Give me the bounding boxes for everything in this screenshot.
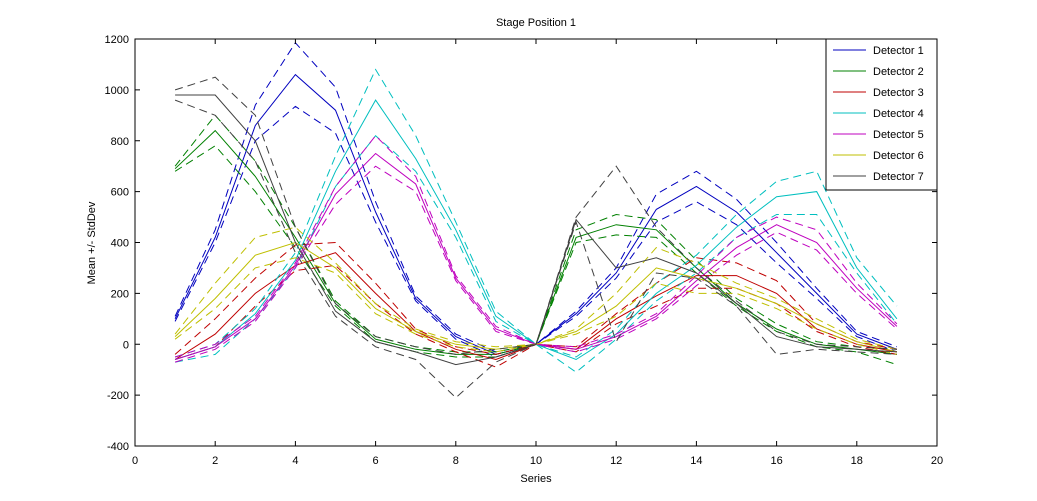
x-tick-label: 20 [931, 455, 943, 467]
legend-label: Detector 7 [873, 171, 924, 183]
x-tick-label: 16 [770, 455, 782, 467]
legend-box [825, 38, 938, 191]
legend-label: Detector 1 [873, 45, 924, 57]
detector-5-upper-line [174, 134, 898, 358]
legend-label: Detector 4 [873, 108, 924, 120]
legend: Detector 1 Detector 2 Detector 3 Detector 4… [825, 38, 938, 191]
detector-6-mean-line [174, 241, 898, 353]
y-tick-label: 400 [111, 238, 129, 250]
x-tick-label: 8 [453, 455, 459, 467]
y-tick-label: 600 [111, 187, 129, 199]
y-axis-label: Mean +/- StdDev [86, 201, 98, 284]
legend-label: Detector 5 [873, 129, 924, 141]
x-axis-label: Series [520, 473, 552, 485]
detector-3-upper-line [174, 241, 897, 355]
chart-title: Stage Position 1 [496, 17, 576, 29]
x-tick-label: 14 [690, 455, 702, 467]
detector-2-upper-line [174, 114, 897, 353]
y-axis: -400 -200 0 200 400 600 800 1000 1200 [105, 34, 937, 453]
detector-7-mean-line [175, 94, 897, 366]
y-tick-label: 1000 [105, 85, 129, 97]
legend-label: Detector 6 [873, 150, 924, 162]
y-tick-label: 800 [111, 136, 129, 148]
detector-7-lower-line [174, 99, 897, 399]
y-tick-label: 0 [123, 339, 129, 351]
detector-7-upper-line [174, 76, 897, 355]
detector-2-mean-line [174, 129, 897, 355]
detector-2-lower-line [174, 145, 898, 366]
x-tick-label: 18 [851, 455, 863, 467]
legend-label: Detector 2 [873, 66, 924, 78]
y-tick-label: -400 [107, 441, 129, 453]
detector-4-lower-line [175, 134, 898, 373]
detector-6-upper-line [174, 226, 898, 350]
x-tick-label: 4 [292, 455, 298, 467]
y-tick-label: 1200 [105, 34, 129, 46]
y-tick-label: 200 [111, 288, 129, 300]
y-tick-label: -200 [107, 390, 129, 402]
x-tick-label: 12 [610, 455, 622, 467]
legend-label: Detector 3 [873, 87, 924, 99]
detector-1-lower-line [174, 105, 898, 358]
x-tick-label: 2 [212, 455, 218, 467]
detector-5-mean-line [174, 152, 898, 360]
plot-lines [174, 41, 898, 399]
x-tick-label: 6 [373, 455, 379, 467]
x-axis: 0 2 4 6 8 10 12 14 16 18 20 [132, 39, 943, 467]
x-tick-label: 0 [132, 455, 138, 467]
x-tick-label: 10 [530, 455, 542, 467]
